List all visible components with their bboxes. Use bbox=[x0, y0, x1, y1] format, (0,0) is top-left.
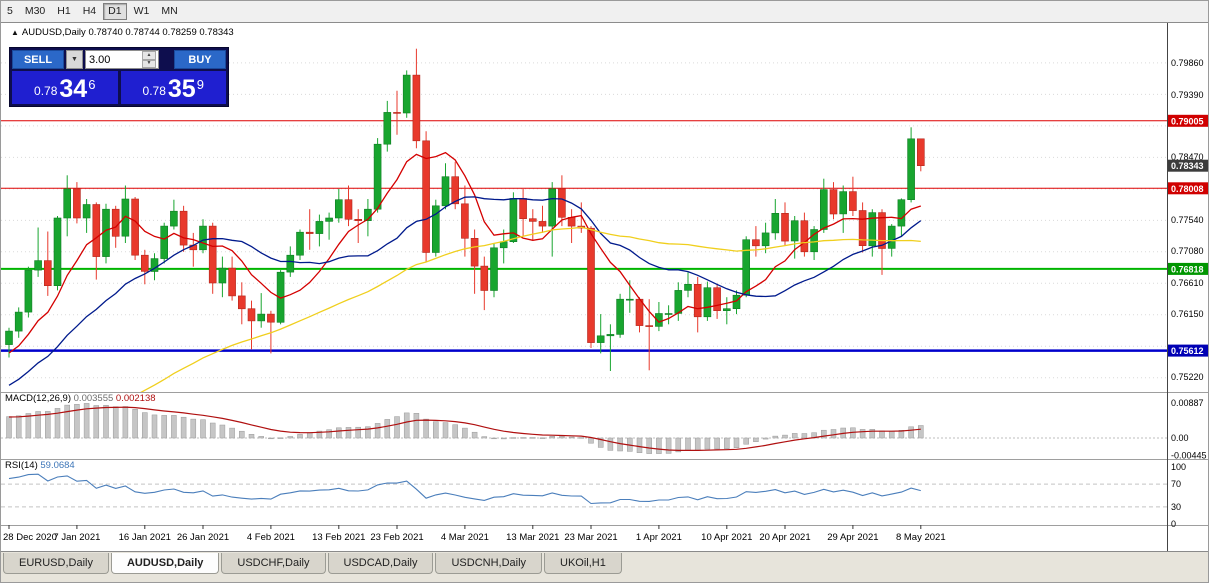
volume-field: ▲ ▼ bbox=[85, 50, 159, 69]
macd-label: MACD(12,26,9) 0.003555 0.002138 bbox=[5, 393, 156, 404]
rsi-value: 59.0684 bbox=[40, 460, 75, 471]
timeframe-button-m30[interactable]: M30 bbox=[20, 3, 50, 20]
chart-tab-usdcad-daily[interactable]: USDCAD,Daily bbox=[327, 553, 434, 574]
svg-text:20 Apr 2021: 20 Apr 2021 bbox=[759, 532, 810, 543]
volume-down-button[interactable]: ▼ bbox=[142, 59, 156, 68]
svg-text:4 Feb 2021: 4 Feb 2021 bbox=[247, 532, 295, 543]
timeframe-button-h4[interactable]: H4 bbox=[78, 3, 101, 20]
svg-text:70: 70 bbox=[1171, 479, 1181, 489]
svg-text:26 Jan 2021: 26 Jan 2021 bbox=[177, 532, 229, 543]
volume-input[interactable] bbox=[86, 51, 142, 68]
svg-text:23 Mar 2021: 23 Mar 2021 bbox=[564, 532, 617, 543]
chevron-down-icon: ▼ bbox=[71, 56, 78, 63]
sell-price[interactable]: 0.78 34 6 bbox=[12, 71, 118, 104]
svg-text:4 Mar 2021: 4 Mar 2021 bbox=[441, 532, 489, 543]
price-axis[interactable]: 0.79860 0.79390 0.78470 0.77540 0.77080 0.766… bbox=[1168, 58, 1209, 529]
svg-text:29 Apr 2021: 29 Apr 2021 bbox=[827, 532, 878, 543]
svg-text:0.79860: 0.79860 bbox=[1171, 58, 1204, 68]
timeframe-button-5[interactable]: 5 bbox=[2, 3, 18, 20]
svg-text:0.00887: 0.00887 bbox=[1171, 398, 1204, 408]
timeframe-toolbar: 5 M30 H1 H4 D1 W1 MN bbox=[1, 1, 1208, 23]
svg-text:23 Feb 2021: 23 Feb 2021 bbox=[370, 532, 423, 543]
svg-text:0.77080: 0.77080 bbox=[1171, 246, 1204, 256]
rsi-pane bbox=[1, 473, 1167, 508]
svg-text:0.76150: 0.76150 bbox=[1171, 309, 1204, 319]
svg-text:13 Mar 2021: 13 Mar 2021 bbox=[506, 532, 559, 543]
volume-up-button[interactable]: ▲ bbox=[142, 51, 156, 60]
buy-price[interactable]: 0.78 35 9 bbox=[120, 71, 226, 104]
macd-main-value: 0.003555 bbox=[73, 393, 114, 404]
svg-text:0.76610: 0.76610 bbox=[1171, 278, 1204, 288]
svg-text:0.79005: 0.79005 bbox=[1171, 116, 1204, 126]
macd-pane bbox=[1, 403, 1167, 454]
svg-text:0.78343: 0.78343 bbox=[1171, 161, 1204, 171]
svg-text:1 Apr 2021: 1 Apr 2021 bbox=[636, 532, 682, 543]
svg-text:7 Jan 2021: 7 Jan 2021 bbox=[53, 532, 100, 543]
svg-text:13 Feb 2021: 13 Feb 2021 bbox=[312, 532, 365, 543]
svg-text:8 May 2021: 8 May 2021 bbox=[896, 532, 946, 543]
chart-symbol-label: ▲ AUDUSD,Daily 0.78740 0.78744 0.78259 0.… bbox=[11, 27, 234, 38]
svg-text:100: 100 bbox=[1171, 462, 1186, 472]
chart-tab-ukoil-h1[interactable]: UKOil,H1 bbox=[544, 553, 622, 574]
ohlc-values: 0.78740 0.78744 0.78259 0.78343 bbox=[88, 27, 234, 38]
buy-button[interactable]: BUY bbox=[174, 50, 226, 69]
svg-text:0: 0 bbox=[1171, 519, 1176, 529]
svg-text:30: 30 bbox=[1171, 502, 1181, 512]
chart-tab-usdcnh-daily[interactable]: USDCNH,Daily bbox=[435, 553, 543, 574]
svg-text:0.75612: 0.75612 bbox=[1171, 346, 1204, 356]
svg-text:0.75220: 0.75220 bbox=[1171, 372, 1204, 382]
timeframe-button-d1[interactable]: D1 bbox=[103, 3, 127, 20]
chart-canvas[interactable]: 0.79860 0.79390 0.78470 0.77540 0.77080 0.766… bbox=[1, 23, 1209, 553]
timeframe-button-w1[interactable]: W1 bbox=[129, 3, 155, 20]
timeframe-button-mn[interactable]: MN bbox=[156, 3, 182, 20]
svg-text:0.77540: 0.77540 bbox=[1171, 215, 1204, 225]
horizontal-level-lines[interactable] bbox=[1, 120, 1167, 352]
svg-text:0.78470: 0.78470 bbox=[1171, 152, 1204, 162]
macd-signal-value: 0.002138 bbox=[115, 393, 156, 404]
chart-tabs-bar: EURUSD,Daily AUDUSD,Daily USDCHF,Daily USDC… bbox=[1, 551, 1208, 582]
svg-text:28 Dec 2020: 28 Dec 2020 bbox=[3, 532, 57, 543]
chart-tab-audusd-daily[interactable]: AUDUSD,Daily bbox=[110, 553, 220, 574]
collapse-panel-icon[interactable]: ▲ bbox=[11, 28, 19, 37]
svg-text:0.79390: 0.79390 bbox=[1171, 90, 1204, 100]
svg-text:-0.00445: -0.00445 bbox=[1171, 451, 1207, 461]
moving-average-lines bbox=[8, 151, 922, 392]
chart-tab-eurusd-daily[interactable]: EURUSD,Daily bbox=[3, 553, 109, 574]
volume-dropdown-button[interactable]: ▼ bbox=[66, 50, 83, 69]
svg-text:0.78008: 0.78008 bbox=[1171, 184, 1204, 194]
svg-text:0.76818: 0.76818 bbox=[1171, 264, 1204, 274]
rsi-label: RSI(14) 59.0684 bbox=[5, 460, 75, 471]
svg-text:0.00: 0.00 bbox=[1171, 433, 1189, 443]
svg-text:10 Apr 2021: 10 Apr 2021 bbox=[701, 532, 752, 543]
chart-tab-usdchf-daily[interactable]: USDCHF,Daily bbox=[221, 553, 326, 574]
sell-button[interactable]: SELL bbox=[12, 50, 64, 69]
svg-text:16 Jan 2021: 16 Jan 2021 bbox=[119, 532, 171, 543]
symbol-name: AUDUSD,Daily bbox=[21, 27, 86, 38]
timeframe-button-h1[interactable]: H1 bbox=[52, 3, 75, 20]
